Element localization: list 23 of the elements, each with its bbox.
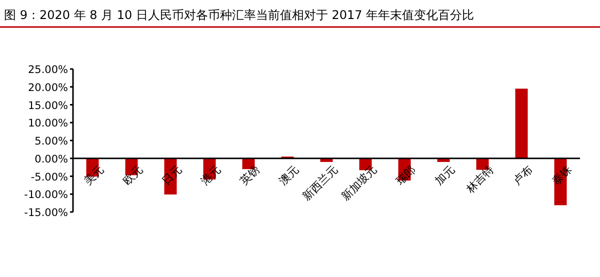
x-tick-label: 泰铢 [550, 162, 574, 188]
y-tick-label: 0.00% [34, 153, 68, 166]
x-tick-label: 林吉特 [463, 162, 496, 196]
x-tick-label: 英镑 [238, 162, 262, 188]
y-tick-label: 5.00% [34, 136, 68, 148]
x-tick-label: 港元 [198, 162, 224, 188]
x-tick-label: 瑞郎 [394, 162, 418, 188]
y-tick-label: 10.00% [28, 118, 68, 130]
y-tick-label: -10.00% [24, 189, 68, 202]
x-tick-label: 卢布 [510, 162, 536, 188]
y-tick-label: 15.00% [28, 100, 68, 112]
y-tick-label: -15.00% [24, 207, 68, 219]
x-tick-label: 加元 [432, 162, 458, 188]
x-tick-label: 澳元 [276, 162, 302, 188]
chart-title: 图 9：2020 年 8 月 10 日人民币对各币种汇率当前值相对于 2017 年年末值变化百分比 [4, 8, 474, 22]
x-tick-label: 新西兰元 [300, 162, 340, 204]
x-tick-label: 美元 [82, 162, 106, 188]
x-tick-label: 日元 [160, 162, 184, 188]
x-tick-label: 新加坡元 [338, 162, 380, 204]
y-tick-label: -5.00% [30, 171, 68, 184]
y-tick-label: 25.00% [28, 64, 68, 76]
y-tick-label: 20.00% [28, 82, 68, 94]
x-tick-label: 欧元 [120, 162, 146, 188]
